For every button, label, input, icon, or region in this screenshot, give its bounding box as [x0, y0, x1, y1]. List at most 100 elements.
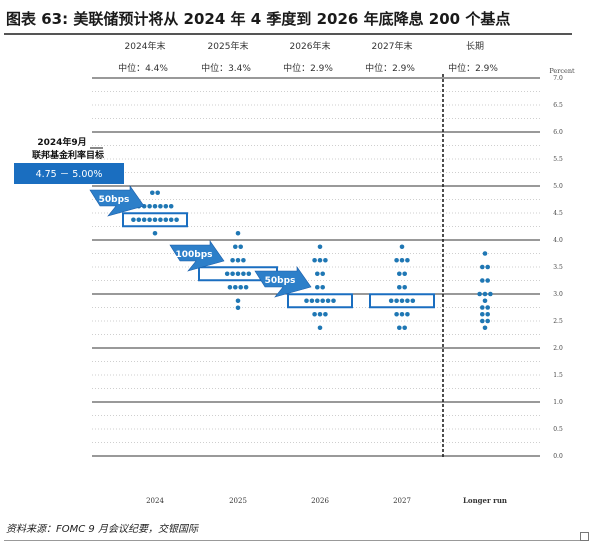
column-header: 2027年末 — [372, 40, 413, 52]
column-header: 2024年末 — [125, 40, 166, 52]
y-tick-label: 0.5 — [553, 426, 563, 433]
dot-point — [394, 257, 399, 263]
dot-point — [235, 271, 241, 277]
dot-point — [402, 284, 408, 290]
median-label: 中位：2.9% — [283, 62, 333, 74]
dot-point — [241, 271, 246, 277]
dot-point — [402, 325, 408, 331]
dot-point — [158, 217, 163, 223]
median-label: 中位：2.9% — [365, 62, 415, 74]
dot-point — [394, 311, 399, 317]
current-rate-label-year: 2024年9月 — [37, 136, 86, 148]
dot-point — [320, 271, 326, 277]
dot-point — [315, 271, 320, 277]
x-tick-label: 2027 — [393, 497, 411, 505]
dot-point — [388, 298, 394, 304]
dot-point — [480, 278, 485, 283]
dot-point — [152, 203, 158, 209]
dot-point — [399, 257, 405, 263]
rate-cut-label: 50bps — [265, 276, 296, 286]
rate-cut-arrow — [89, 185, 145, 217]
dot-point — [399, 311, 405, 317]
dot-point — [394, 298, 399, 304]
dot-point — [168, 203, 174, 209]
rate-cut-label: 50bps — [99, 195, 130, 205]
dot-point — [174, 217, 179, 223]
dot-point — [152, 217, 158, 223]
rate-cut-arrow — [169, 240, 225, 272]
y-tick-label: 4.0 — [553, 237, 563, 244]
dot-point — [405, 257, 410, 263]
dot-point — [243, 284, 249, 290]
dot-point — [317, 311, 323, 317]
y-tick-label: 1.5 — [553, 372, 563, 379]
x-tick-label: Longer run — [463, 496, 507, 505]
y-tick-label: 1.0 — [553, 399, 563, 406]
rate-cut-arrow — [254, 266, 312, 298]
current-rate-box — [14, 163, 124, 184]
dot-point — [230, 257, 235, 263]
dot-point — [312, 257, 317, 263]
median-label: 中位：2.9% — [448, 62, 498, 74]
column-header: 2026年末 — [290, 40, 331, 52]
y-tick-label: 2.0 — [553, 345, 563, 352]
dot-point — [485, 305, 491, 310]
dot-point — [485, 311, 491, 317]
dot-point — [317, 244, 323, 250]
y-tick-label: 3.0 — [553, 291, 563, 298]
x-tick-label: 2025 — [229, 497, 247, 505]
dot-point — [485, 278, 491, 283]
current-rate-range: 4.75 － 5.00% — [36, 169, 103, 180]
dot-point — [480, 311, 485, 317]
dot-point — [402, 271, 408, 277]
y-tick-label: 5.5 — [553, 156, 563, 163]
bottom-rule — [4, 540, 580, 541]
rate-cut-label: 100bps — [175, 250, 212, 260]
dot-point — [227, 284, 233, 290]
dot-point — [320, 298, 326, 304]
dot-point — [152, 230, 158, 236]
median-box — [287, 293, 353, 309]
dot-point — [224, 271, 230, 277]
dot-point — [315, 284, 320, 290]
dot-point — [317, 325, 323, 331]
dot-point — [150, 190, 155, 196]
y-tick-label: 0.0 — [553, 453, 563, 460]
dot-point — [480, 318, 485, 324]
dot-point — [399, 244, 405, 250]
dot-point — [155, 190, 160, 196]
dot-point — [304, 298, 309, 304]
dot-point — [136, 217, 142, 223]
dot-point — [399, 298, 405, 304]
y-tick-label: 4.5 — [553, 210, 563, 217]
column-header: 长期 — [466, 40, 484, 52]
dot-point — [233, 284, 238, 290]
dot-point — [233, 244, 238, 250]
dot-point — [131, 217, 136, 223]
dot-point — [485, 318, 491, 324]
dot-point — [477, 291, 482, 297]
dot-point — [241, 257, 246, 263]
dot-point — [238, 244, 243, 250]
dot-point — [163, 203, 169, 209]
median-label: 中位：3.4% — [201, 62, 251, 74]
dot-point — [410, 298, 416, 304]
current-rate-label-desc: 联邦基金利率目标 — [32, 149, 104, 161]
dot-point — [482, 325, 488, 331]
corner-marker — [580, 532, 589, 541]
dot-point — [235, 230, 241, 236]
dot-point — [397, 271, 402, 277]
dot-point — [405, 311, 410, 317]
dot-point — [168, 217, 174, 223]
column-header: 2025年末 — [208, 40, 249, 52]
y-tick-label: 3.5 — [553, 264, 563, 271]
dot-point — [325, 298, 331, 304]
figure-title: 图表 63: 美联储预计将从 2024 年 4 季度到 2026 年底降息 20… — [6, 10, 511, 28]
dot-point — [482, 298, 488, 304]
dot-point — [235, 257, 241, 263]
dot-point — [163, 217, 169, 223]
dot-point — [309, 298, 315, 304]
dot-point — [323, 257, 328, 263]
dot-point — [480, 264, 485, 270]
